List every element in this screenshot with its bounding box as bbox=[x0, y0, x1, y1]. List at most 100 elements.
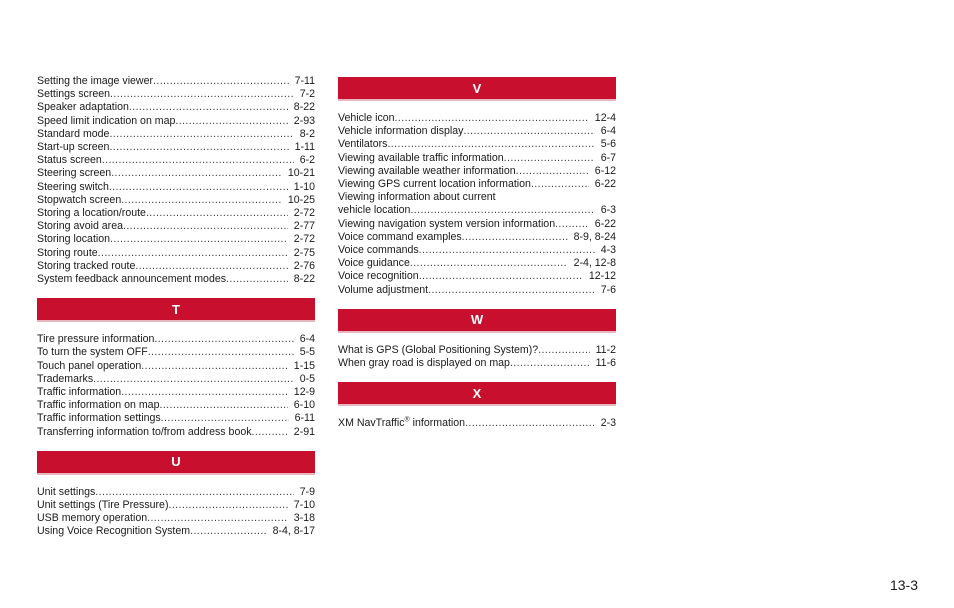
index-entry-text: Speaker adaptation bbox=[37, 101, 129, 114]
dot-leader bbox=[93, 373, 294, 386]
index-entry-text: Storing a location/route bbox=[37, 207, 146, 220]
dot-leader bbox=[109, 181, 288, 194]
dot-leader bbox=[531, 178, 589, 191]
index-entry-page: 7-6 bbox=[600, 283, 616, 296]
section-header-u: U bbox=[37, 450, 315, 475]
index-entry: Using Voice Recognition System 8-4, 8-17 bbox=[37, 525, 315, 538]
index-entry-text: System feedback announcement modes bbox=[37, 273, 227, 286]
index-entry-page: 2-76 bbox=[293, 259, 315, 272]
index-entry-text: What is GPS (Global Positioning System)? bbox=[338, 343, 539, 356]
index-entry-page: 3-18 bbox=[293, 512, 315, 525]
index-entry: Vehicle information display 6-4 bbox=[338, 125, 616, 138]
index-entry-page: 8-4, 8-17 bbox=[272, 525, 315, 538]
index-entry: Viewing GPS current location information… bbox=[338, 178, 616, 191]
index-entry-page: 2-75 bbox=[293, 246, 315, 259]
dot-leader bbox=[190, 525, 266, 538]
dot-leader bbox=[395, 112, 589, 125]
index-entry: Steering switch 1-10 bbox=[37, 181, 315, 194]
dot-leader bbox=[123, 220, 288, 233]
index-entry-page: 8-2 bbox=[299, 127, 315, 140]
index-entry-page: 6-10 bbox=[293, 399, 315, 412]
index-entry-page: 6-2 bbox=[299, 154, 315, 167]
section-header-w: W bbox=[338, 308, 616, 333]
index-entry: System feedback announcement modes 8-22 bbox=[37, 273, 315, 286]
index-entry: Voice commands 4-3 bbox=[338, 244, 616, 257]
index-entry-text: Unit settings bbox=[37, 485, 96, 498]
index-entry-text: Viewing GPS current location information bbox=[338, 178, 531, 191]
index-entry: When gray road is displayed on map 11-6 bbox=[338, 357, 616, 370]
dot-leader bbox=[111, 167, 282, 180]
index-entry: Speed limit indication on map 2-93 bbox=[37, 115, 315, 128]
dot-leader bbox=[141, 360, 288, 373]
index-entry-text: Vehicle information display bbox=[338, 125, 464, 138]
index-entry: Viewing available traffic information 6-7 bbox=[338, 152, 616, 165]
index-entry-text: Volume adjustment bbox=[338, 283, 429, 296]
index-entry-page: 12-4 bbox=[594, 112, 616, 124]
index-entry: Vehicle icon 12-4 bbox=[338, 112, 616, 125]
index-entry-text: USB memory operation bbox=[37, 512, 148, 525]
dot-leader bbox=[159, 399, 287, 412]
index-entry-text: Viewing available traffic information bbox=[338, 151, 504, 164]
index-entry: Voice recognition 12-12 bbox=[338, 270, 616, 283]
index-entry-page: 11-2 bbox=[595, 343, 616, 356]
dot-leader bbox=[463, 125, 594, 138]
dot-leader bbox=[516, 165, 589, 178]
index-entry-text: Storing avoid area bbox=[37, 220, 123, 233]
index-entry-text: Traffic information settings bbox=[37, 412, 161, 425]
index-entry-text: Voice recognition bbox=[338, 270, 419, 283]
section-header-v: V bbox=[338, 77, 616, 101]
dot-leader bbox=[95, 486, 293, 499]
index-entry-page: 1-11 bbox=[294, 141, 315, 154]
index-entry-text: Standard mode bbox=[37, 127, 110, 140]
dot-leader bbox=[168, 499, 287, 512]
index-entry: Viewing available weather information 6-1… bbox=[338, 165, 616, 178]
index-entry-text: Voice command examples bbox=[338, 230, 462, 243]
index-entry-text: Storing tracked route bbox=[37, 259, 136, 272]
index-entry-page: 5-5 bbox=[299, 346, 315, 359]
index-entry-page: 8-22 bbox=[293, 101, 315, 114]
index-entry-line: Viewing information about current bbox=[338, 191, 496, 204]
index-entry: Start-up screen 1-11 bbox=[37, 141, 315, 154]
index-entry: Trademarks 0-5 bbox=[37, 373, 315, 386]
index-entry-page: 12-9 bbox=[293, 386, 315, 399]
index-entry: Tire pressure information 6-4 bbox=[37, 333, 315, 346]
index-list-x: XM NavTraffic® information 2-3 bbox=[338, 417, 616, 430]
index-entry: To turn the system OFF 5-5 bbox=[37, 346, 315, 359]
dot-leader bbox=[102, 154, 294, 167]
index-entry: Storing location 2-72 bbox=[37, 233, 315, 246]
index-entry-text: When gray road is displayed on map bbox=[338, 357, 510, 370]
index-entry: Status screen 6-2 bbox=[37, 154, 315, 167]
index-entry-page: 5-6 bbox=[600, 138, 616, 151]
index-entry: Storing a location/route 2-72 bbox=[37, 207, 315, 220]
dot-leader bbox=[538, 344, 589, 357]
dot-leader bbox=[175, 115, 287, 128]
dot-leader bbox=[252, 426, 288, 439]
dot-leader bbox=[129, 101, 288, 114]
dot-leader bbox=[121, 386, 288, 399]
index-entry-page: 2-4, 12-8 bbox=[573, 257, 616, 270]
index-entry-text: Transferring information to/from address… bbox=[37, 425, 252, 438]
index-entry-page: 2-77 bbox=[293, 220, 315, 233]
index-entry-page: 10-25 bbox=[287, 193, 315, 206]
index-entry-page: 6-22 bbox=[594, 217, 616, 230]
dot-leader bbox=[135, 260, 287, 273]
index-entry-text: Steering screen bbox=[37, 167, 112, 180]
index-entry-page: 7-2 bbox=[299, 88, 315, 101]
index-entry-text: Ventilators bbox=[338, 138, 388, 151]
index-entry-page: 4-3 bbox=[600, 244, 616, 257]
dot-leader bbox=[410, 257, 568, 270]
section-header-t: T bbox=[37, 298, 315, 323]
dot-leader bbox=[161, 412, 289, 425]
index-entry: Speaker adaptation 8-22 bbox=[37, 101, 315, 114]
index-entry-page: 6-7 bbox=[600, 151, 616, 164]
index-entry-page: 1-15 bbox=[293, 359, 315, 372]
index-entry-page: 6-12 bbox=[594, 164, 616, 177]
index-entry-page: 8-22 bbox=[293, 273, 315, 286]
dot-leader bbox=[109, 141, 288, 154]
index-entry: Storing route 2-75 bbox=[37, 247, 315, 260]
dot-leader bbox=[387, 138, 594, 151]
index-entry-text: Settings screen bbox=[37, 88, 111, 101]
